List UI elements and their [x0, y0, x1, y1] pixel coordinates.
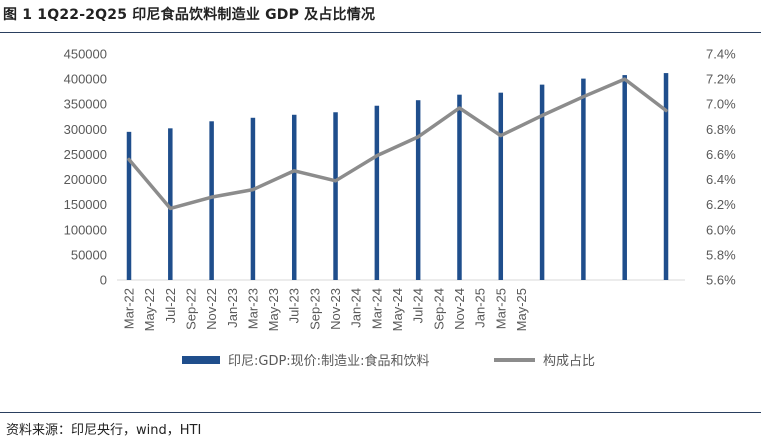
bar-series	[126, 73, 669, 281]
x-tick-label: Mar-25	[493, 288, 508, 329]
y-right-tick-label: 5.8%	[706, 247, 736, 262]
x-tick-label: Sep-24	[431, 288, 446, 330]
bar	[581, 78, 586, 280]
bar	[209, 121, 214, 280]
chart-legend: 印尼:GDP:现价:制造业:食品和饮料 构成占比	[182, 353, 595, 369]
bar	[415, 100, 421, 281]
x-axis-labels: Mar-22 May-22 Jul-22 Sep-22 Nov-22 Jan-23 Mar-…	[122, 288, 529, 331]
y-left-tick-label: 350000	[64, 97, 107, 112]
x-tick-label: Jul-22	[163, 288, 178, 323]
x-tick-label: May-22	[142, 288, 157, 331]
y-left-tick-label: 400000	[64, 72, 107, 87]
x-tick-label: Mar-24	[369, 288, 384, 329]
legend-bar-label: 印尼:GDP:现价:制造业:食品和饮料	[228, 353, 429, 369]
x-tick-label: May-24	[390, 288, 405, 331]
bar	[374, 105, 380, 281]
x-tick-label: Nov-24	[452, 288, 467, 330]
bar	[498, 92, 504, 280]
y-left-tick-label: 200000	[64, 172, 107, 187]
x-tick-label: Jan-24	[349, 288, 364, 328]
y-left-tick-label: 50000	[71, 247, 107, 262]
y-right-tick-label: 7.0%	[706, 97, 736, 112]
y-right-tick-label: 6.0%	[706, 222, 736, 237]
bar	[168, 128, 173, 280]
share-line	[127, 77, 668, 211]
y-left-tick-label: 100000	[64, 222, 107, 237]
x-tick-label: Sep-23	[307, 288, 322, 330]
y-right-tick-label: 7.2%	[706, 72, 736, 87]
bar	[539, 84, 545, 280]
y-right-tick-label: 6.4%	[706, 172, 736, 187]
bar	[126, 131, 132, 280]
x-tick-label: Jul-23	[287, 288, 302, 323]
x-tick-label: May-25	[514, 288, 529, 331]
bar	[333, 112, 338, 280]
y-left-tick-label: 450000	[64, 47, 107, 62]
bar	[291, 114, 297, 280]
title-rule	[0, 32, 761, 33]
legend-bar-swatch	[182, 356, 220, 364]
bar	[663, 73, 669, 280]
x-tick-label: Nov-23	[328, 288, 343, 330]
y-left-tick-label: 0	[100, 273, 107, 288]
x-tick-label: Nov-22	[204, 288, 219, 330]
x-tick-label: Jan-23	[225, 288, 240, 328]
x-tick-label: May-23	[266, 288, 281, 331]
legend-line-label: 构成占比	[543, 354, 595, 369]
x-tick-label: Jul-24	[411, 288, 426, 323]
y-right-tick-label: 6.8%	[706, 122, 736, 137]
y-left-tick-label: 300000	[64, 122, 107, 137]
y-axis-right-labels: 5.6% 5.8% 6.0% 6.2% 6.4% 6.6% 6.8% 7.0% 7.2% 7.4%	[706, 47, 736, 288]
line-series	[127, 77, 668, 211]
y-right-tick-label: 6.6%	[706, 147, 736, 162]
y-axis-left-labels: 0 50000 100000 150000 200000 250000 300000 3500…	[64, 47, 107, 288]
y-right-tick-label: 6.2%	[706, 197, 736, 212]
footer-rule	[0, 412, 761, 413]
source-note: 资料来源：印尼央行，wind，HTI	[6, 423, 202, 438]
y-right-tick-label: 5.6%	[706, 273, 736, 288]
x-tick-label: Mar-23	[245, 288, 260, 329]
y-left-tick-label: 250000	[64, 147, 107, 162]
bar	[457, 94, 462, 281]
bar	[622, 75, 627, 281]
bar	[250, 117, 256, 280]
page-title: 图 1 1Q22-2Q25 印尼食品饮料制造业 GDP 及占比情况	[3, 7, 376, 23]
x-tick-label: Mar-22	[122, 288, 137, 329]
x-tick-label: Jan-25	[473, 288, 488, 328]
y-left-tick-label: 150000	[64, 197, 107, 212]
x-tick-label: Sep-22	[183, 288, 198, 330]
y-right-tick-label: 7.4%	[706, 47, 736, 62]
